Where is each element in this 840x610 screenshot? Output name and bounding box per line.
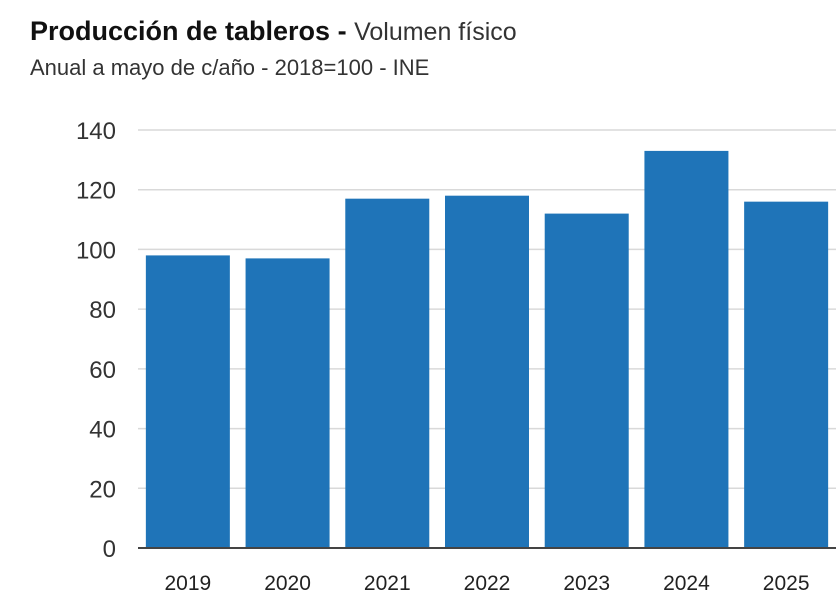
y-tick-label: 140: [76, 118, 116, 145]
x-tick-label: 2024: [663, 572, 710, 595]
x-tick-label: 2025: [763, 572, 810, 595]
title-separator: -: [330, 16, 355, 46]
y-tick-label: 0: [103, 536, 116, 563]
x-tick-label: 2020: [264, 572, 311, 595]
bar-2024: [644, 150, 729, 548]
bar-2019: [145, 255, 230, 548]
y-tick-label: 80: [89, 297, 116, 324]
x-tick-label: 2021: [364, 572, 411, 595]
y-tick-label: 60: [89, 357, 116, 384]
y-tick-label: 100: [76, 237, 116, 264]
y-tick-label: 20: [89, 476, 116, 503]
chart-subtitle: Anual a mayo de c/año - 2018=100 - INE: [30, 55, 430, 80]
chart-header: Producción de tableros - Volumen físico …: [30, 14, 830, 83]
y-tick-label: 120: [76, 178, 116, 205]
title-line: Producción de tableros - Volumen físico: [30, 14, 830, 49]
x-tick-label: 2022: [464, 572, 511, 595]
bar-2021: [345, 198, 430, 548]
x-tick-label: 2023: [563, 572, 610, 595]
bar-2023: [544, 213, 629, 548]
chart-title-suffix: Volumen físico: [354, 18, 517, 46]
chart-title: Producción de tableros: [30, 16, 331, 46]
bar-2020: [245, 258, 330, 548]
x-tick-label: 2019: [164, 572, 211, 595]
bar-2022: [445, 195, 529, 548]
bar-2025: [744, 201, 829, 548]
y-tick-label: 40: [89, 417, 116, 444]
